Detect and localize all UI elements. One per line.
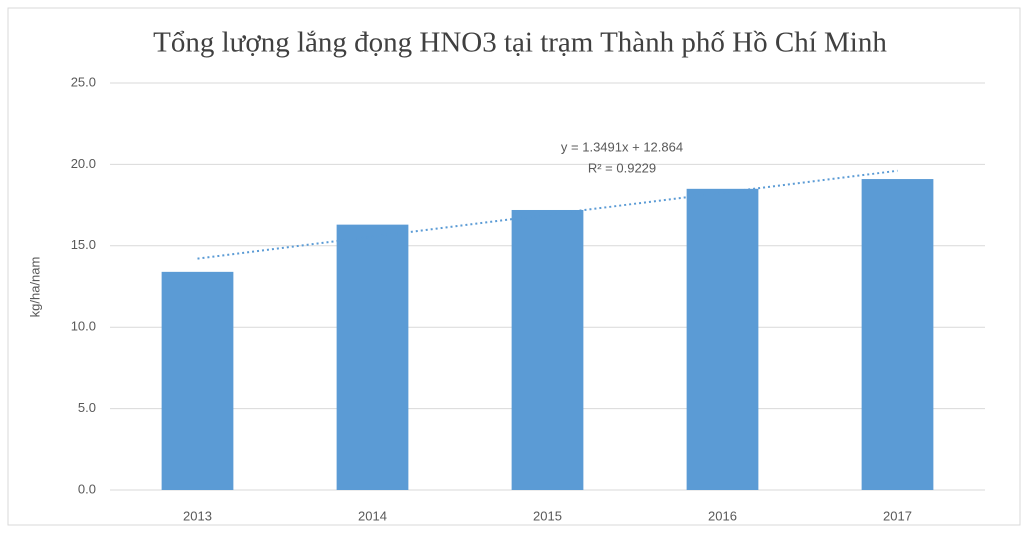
x-tick-label: 2016 bbox=[708, 508, 737, 523]
y-tick-label: 10.0 bbox=[71, 319, 96, 334]
bar bbox=[336, 224, 409, 491]
trendline-r2: R² = 0.9229 bbox=[588, 160, 656, 175]
x-tick-label: 2013 bbox=[183, 508, 212, 523]
y-tick-label: 15.0 bbox=[71, 237, 96, 252]
y-axis-label: kg/ha/nam bbox=[27, 257, 42, 318]
x-tick-label: 2015 bbox=[533, 508, 562, 523]
y-tick-label: 25.0 bbox=[71, 74, 96, 89]
bar bbox=[861, 179, 934, 490]
y-tick-label: 5.0 bbox=[78, 400, 96, 415]
bar bbox=[161, 271, 234, 490]
bar bbox=[511, 209, 584, 490]
trendline-equation: y = 1.3491x + 12.864 bbox=[561, 139, 683, 154]
bar bbox=[686, 188, 759, 490]
chart-title: Tổng lượng lắng đọng HNO3 tại trạm Thành… bbox=[153, 27, 887, 59]
y-tick-label: 0.0 bbox=[78, 481, 96, 496]
x-tick-label: 2017 bbox=[883, 508, 912, 523]
y-tick-label: 20.0 bbox=[71, 156, 96, 171]
x-tick-label: 2014 bbox=[358, 508, 387, 523]
